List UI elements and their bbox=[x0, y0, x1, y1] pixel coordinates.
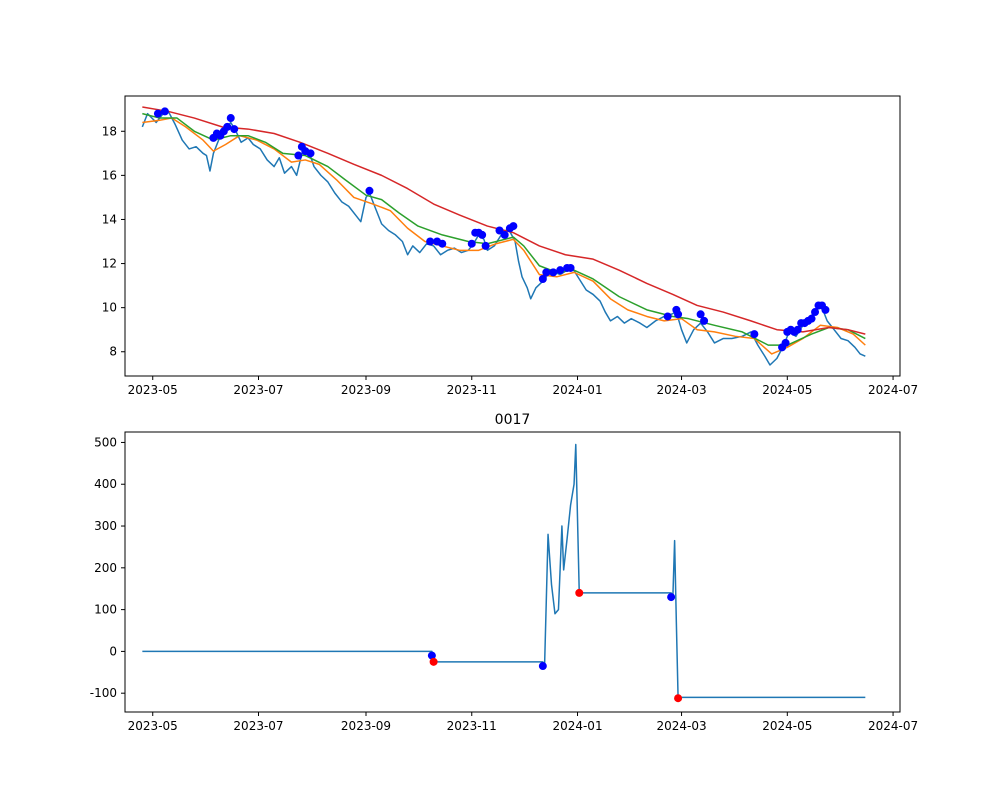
price-marker-marker_blue bbox=[663, 312, 672, 321]
signal-ytick-label: 500 bbox=[94, 435, 117, 449]
price-marker-marker_blue bbox=[556, 266, 565, 275]
signal-xtick-label: 2024-05 bbox=[762, 719, 812, 733]
price-marker-marker_blue bbox=[467, 239, 476, 248]
signal-marker-marker_blue bbox=[538, 662, 547, 671]
price-marker-marker_blue bbox=[549, 268, 558, 277]
price-marker-marker_blue bbox=[509, 222, 518, 231]
price-xtick-label: 2024-01 bbox=[552, 383, 602, 397]
price-marker-marker_blue bbox=[226, 114, 235, 123]
price-xtick-label: 2024-05 bbox=[762, 383, 812, 397]
price-series-line-ma_long bbox=[142, 106, 866, 335]
price-marker-marker_blue bbox=[365, 186, 374, 195]
price-ytick-label: 8 bbox=[109, 345, 117, 359]
signal-ytick-label: 100 bbox=[94, 603, 117, 617]
price-marker-marker_blue bbox=[230, 125, 239, 134]
signal-marker-marker_red bbox=[674, 694, 683, 703]
price-marker-marker_blue bbox=[153, 109, 162, 118]
price-xtick-label: 2023-09 bbox=[341, 383, 391, 397]
price-xtick-label: 2024-03 bbox=[656, 383, 706, 397]
signal-xtick-label: 2023-11 bbox=[447, 719, 497, 733]
price-marker-marker_blue bbox=[426, 237, 435, 246]
price-marker-marker_blue bbox=[223, 122, 232, 131]
price-marker-marker_blue bbox=[696, 310, 705, 319]
signal-ytick-label: 300 bbox=[94, 519, 117, 533]
price-ytick-label: 10 bbox=[102, 301, 117, 315]
price-marker-marker_blue bbox=[674, 310, 683, 319]
price-series-line-ma_short bbox=[142, 117, 866, 355]
signal-ytick-label: 400 bbox=[94, 477, 117, 491]
signal-xtick-label: 2024-03 bbox=[656, 719, 706, 733]
signal-panel: 0017 -100 0 100 200 300 400 500 2023-05 2023-07 20… bbox=[90, 412, 918, 733]
price-xtick-label: 2024-07 bbox=[868, 383, 918, 397]
price-marker-marker_blue bbox=[306, 149, 315, 158]
signal-marker-marker_red bbox=[429, 657, 438, 666]
signal-marker-marker_red bbox=[575, 588, 584, 597]
price-marker-marker_blue bbox=[438, 239, 447, 248]
signal-chart-title: 0017 bbox=[495, 412, 531, 428]
price-marker-marker_blue bbox=[542, 268, 551, 277]
price-marker-marker_blue bbox=[566, 263, 575, 272]
price-axes-frame bbox=[124, 95, 901, 377]
price-xtick-label: 2023-05 bbox=[128, 383, 178, 397]
price-marker-marker_blue bbox=[793, 325, 802, 334]
price-marker-marker_blue bbox=[538, 274, 547, 283]
price-marker-marker_blue bbox=[160, 107, 169, 116]
signal-xtick-label: 2024-01 bbox=[552, 719, 602, 733]
price-xtick-label: 2023-07 bbox=[233, 383, 283, 397]
price-marker-marker_blue bbox=[481, 241, 490, 250]
signal-xtick-label: 2023-07 bbox=[233, 719, 283, 733]
signal-ytick-label: 0 bbox=[109, 644, 117, 658]
price-marker-marker_blue bbox=[294, 151, 303, 160]
signal-marker-marker_blue bbox=[667, 593, 676, 602]
signal-axes-frame bbox=[124, 431, 901, 713]
price-marker-marker_blue bbox=[807, 314, 816, 323]
price-marker-marker_blue bbox=[821, 305, 830, 314]
signal-marker-marker_blue bbox=[427, 651, 436, 660]
price-marker-marker_blue bbox=[781, 338, 790, 347]
price-marker-marker_blue bbox=[500, 230, 509, 239]
price-panel: 8 10 12 14 16 18 2023-05 2023-07 2023-09 2023-11 2… bbox=[102, 95, 918, 397]
signal-xtick-label: 2024-07 bbox=[868, 719, 918, 733]
price-marker-marker_blue bbox=[750, 330, 759, 339]
price-marker-marker_blue bbox=[478, 230, 487, 239]
price-xtick-label: 2023-11 bbox=[447, 383, 497, 397]
price-ytick-label: 16 bbox=[102, 168, 117, 182]
price-ytick-label: 18 bbox=[102, 124, 117, 138]
price-marker-marker_blue bbox=[700, 316, 709, 325]
signal-xtick-label: 2023-05 bbox=[128, 719, 178, 733]
price-ytick-label: 14 bbox=[102, 212, 117, 226]
price-ytick-label: 12 bbox=[102, 257, 117, 271]
signal-xtick-label: 2023-09 bbox=[341, 719, 391, 733]
signal-ytick-label: 200 bbox=[94, 561, 117, 575]
price-marker-marker_blue bbox=[811, 308, 820, 317]
price-marker-marker_blue bbox=[495, 226, 504, 235]
signal-ytick-label: -100 bbox=[90, 686, 117, 700]
